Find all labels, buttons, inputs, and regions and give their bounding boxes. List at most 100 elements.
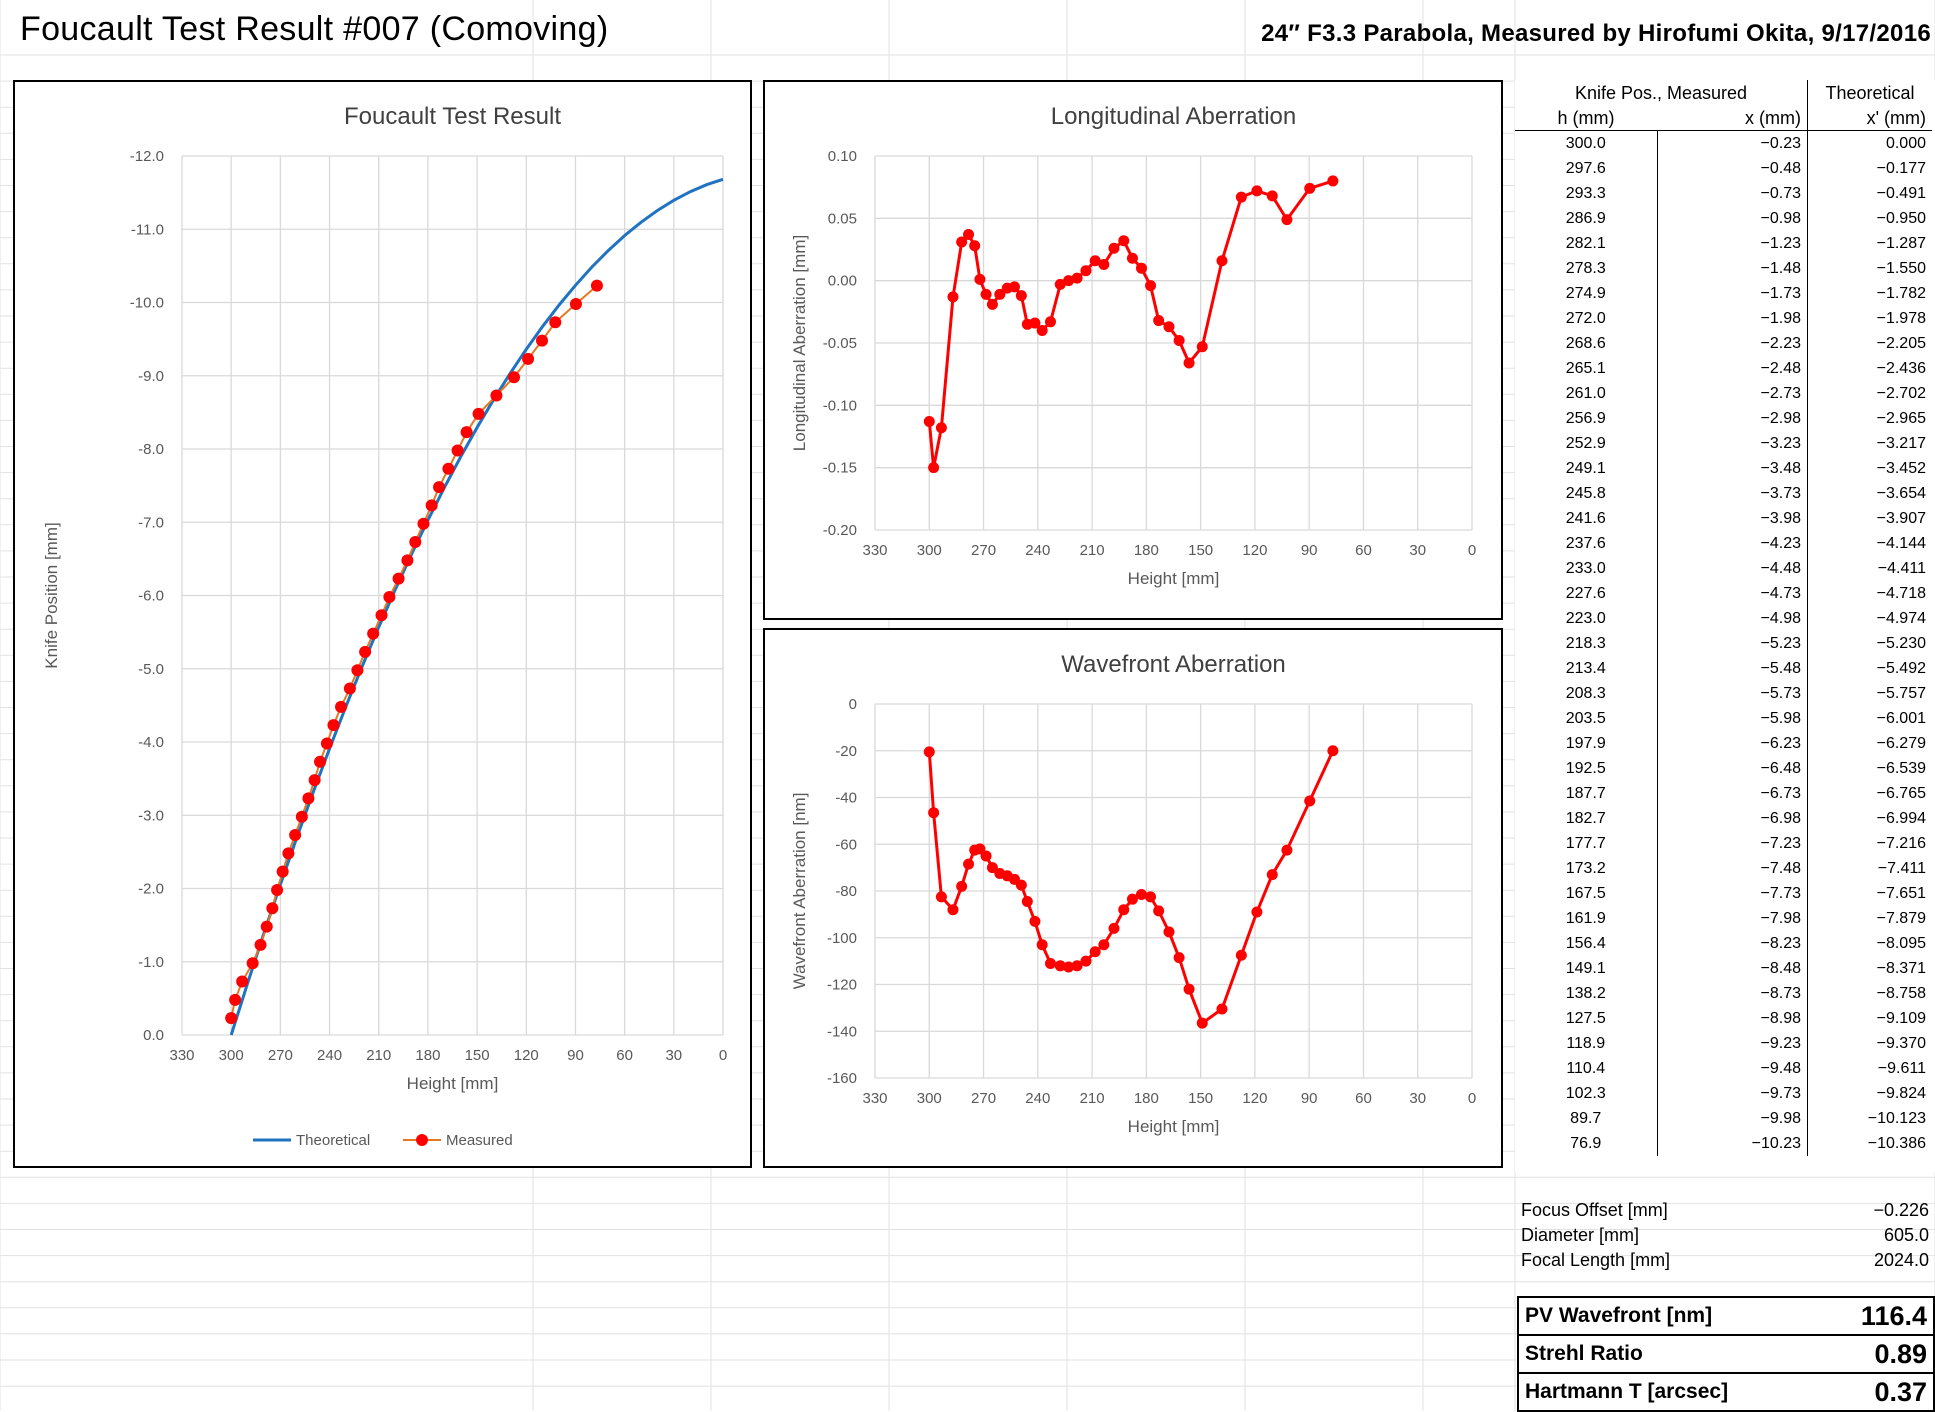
- cell-h: 138.2: [1565, 984, 1606, 1002]
- measured-point: [308, 774, 321, 787]
- measured-point: [401, 554, 414, 567]
- cell-x: −9.23: [1656, 1031, 1808, 1056]
- measured-point: [367, 627, 380, 640]
- table-row: 268.6 −2.23 −2.205: [1515, 331, 1932, 356]
- x-tick-label: 300: [917, 1090, 942, 1107]
- x-tick-label: 150: [465, 1047, 490, 1064]
- y-tick-label: -80: [835, 883, 857, 900]
- data-point: [1304, 795, 1316, 807]
- measured-point: [289, 829, 302, 842]
- cell-h: 261.0: [1565, 384, 1606, 402]
- cell-h: 110.4: [1566, 1059, 1606, 1077]
- cell-h: 156.4: [1565, 934, 1606, 952]
- cell-x: −9.48: [1656, 1056, 1808, 1081]
- cell-x: −2.23: [1656, 331, 1808, 356]
- table-row: 241.6 −3.98 −3.907: [1515, 506, 1932, 531]
- measured-point: [343, 682, 356, 695]
- data-point: [1281, 844, 1293, 856]
- data-point: [956, 880, 968, 892]
- cell-xt: −9.370: [1807, 1031, 1932, 1056]
- foucault-chart-panel[interactable]: Foucault Test Result 330 300 270 240 210 180 15…: [13, 80, 752, 1168]
- data-point: [1029, 317, 1041, 329]
- data-point: [1196, 1017, 1208, 1029]
- chart-title: Longitudinal Aberration: [1051, 103, 1297, 130]
- data-point: [1063, 961, 1075, 973]
- data-point: [1080, 955, 1092, 967]
- data-point: [1196, 341, 1208, 353]
- cell-x: −2.73: [1656, 381, 1808, 406]
- data-point: [1118, 904, 1130, 916]
- cell-h: 167.5: [1565, 884, 1606, 902]
- data-point: [1183, 357, 1195, 369]
- cell-xt: −2.436: [1807, 356, 1932, 381]
- cell-h: 177.7: [1565, 834, 1606, 852]
- cell-x: −2.98: [1656, 406, 1808, 431]
- data-point: [980, 850, 992, 862]
- measured-point: [442, 462, 455, 475]
- data-point: [935, 891, 947, 903]
- y-tick-label: -10.0: [130, 295, 164, 312]
- table-row: 173.2 −7.48 −7.411: [1515, 856, 1932, 881]
- cell-h: 218.3: [1565, 634, 1606, 652]
- data-point: [1135, 262, 1147, 274]
- cell-h: 268.6: [1565, 334, 1606, 352]
- table-row: 265.1 −2.48 −2.436: [1515, 356, 1932, 381]
- cell-xt: −10.123: [1807, 1106, 1932, 1131]
- cell-h: 265.1: [1565, 359, 1606, 377]
- legend-measured-label: Measured: [446, 1132, 513, 1149]
- cell-h: 286.9: [1565, 209, 1606, 227]
- table-row: 208.3 −5.73 −5.757: [1515, 681, 1932, 706]
- cell-x: −4.98: [1656, 606, 1808, 631]
- result-value: 0.89: [1822, 1335, 1934, 1374]
- cell-xt: −9.109: [1807, 1006, 1932, 1031]
- y-tick-label: -9.0: [138, 368, 164, 385]
- table-row: 167.5 −7.73 −7.651: [1515, 881, 1932, 906]
- cell-h: 274.9: [1565, 284, 1606, 302]
- measured-point: [472, 407, 485, 420]
- cell-h: 197.9: [1565, 734, 1606, 752]
- wavefront-chart-panel[interactable]: Wavefront Aberration 330 300 270 240 210 180 15…: [763, 628, 1503, 1168]
- cell-xt: −7.651: [1807, 881, 1932, 906]
- data-point: [1008, 281, 1020, 293]
- data-point: [1063, 275, 1075, 287]
- cell-h: 173.2: [1565, 859, 1606, 877]
- x-tick-label: 180: [1134, 1090, 1159, 1107]
- table-row: 161.9 −7.98 −7.879: [1515, 906, 1932, 931]
- cell-x: −8.48: [1656, 956, 1808, 981]
- cell-h: 237.6: [1565, 534, 1606, 552]
- data-point: [1015, 879, 1027, 891]
- measured-point: [490, 389, 503, 402]
- x-tick-label: 90: [567, 1047, 584, 1064]
- cell-h: 227.6: [1565, 584, 1606, 602]
- result-row: Strehl Ratio 0.89: [1518, 1335, 1934, 1374]
- cell-x: −3.98: [1656, 506, 1808, 531]
- y-tick-label: -3.0: [138, 807, 164, 824]
- data-point: [1071, 960, 1083, 972]
- cell-xt: −5.757: [1807, 681, 1932, 706]
- cell-x: −3.73: [1656, 481, 1808, 506]
- col-x-header: x (mm): [1745, 107, 1801, 128]
- table-row: 249.1 −3.48 −3.452: [1515, 456, 1932, 481]
- cell-x: −1.23: [1656, 231, 1808, 256]
- longitudinal-chart-panel[interactable]: Longitudinal Aberration 330 300 270 240 210 18…: [763, 80, 1503, 620]
- x-axis-label: Height [mm]: [407, 1074, 499, 1093]
- y-tick-label: -12.0: [130, 148, 164, 165]
- data-point: [994, 288, 1006, 300]
- data-point: [1173, 952, 1185, 964]
- data-point: [1044, 957, 1056, 969]
- x-tick-label: 240: [1025, 1090, 1050, 1107]
- x-tick-label: 210: [366, 1047, 391, 1064]
- data-point: [1015, 290, 1027, 302]
- table-row: 233.0 −4.48 −4.411: [1515, 556, 1932, 581]
- x-tick-label: 330: [862, 1090, 887, 1107]
- param-value: 2024.0: [1873, 1250, 1929, 1270]
- y-axis-label: Longitudinal Aberration [mm]: [790, 235, 809, 451]
- cell-xt: −7.879: [1807, 906, 1932, 931]
- parameters-table: Focus Offset [mm] −0.226 Diameter [mm] 605.…: [1515, 1198, 1935, 1273]
- table-row: 177.7 −7.23 −7.216: [1515, 831, 1932, 856]
- result-value: 0.37: [1874, 1376, 1927, 1407]
- table-row: 300.0 −0.23 0.000: [1515, 130, 1932, 156]
- table-row: 138.2 −8.73 −8.758: [1515, 981, 1932, 1006]
- x-tick-label: 90: [1301, 1090, 1318, 1107]
